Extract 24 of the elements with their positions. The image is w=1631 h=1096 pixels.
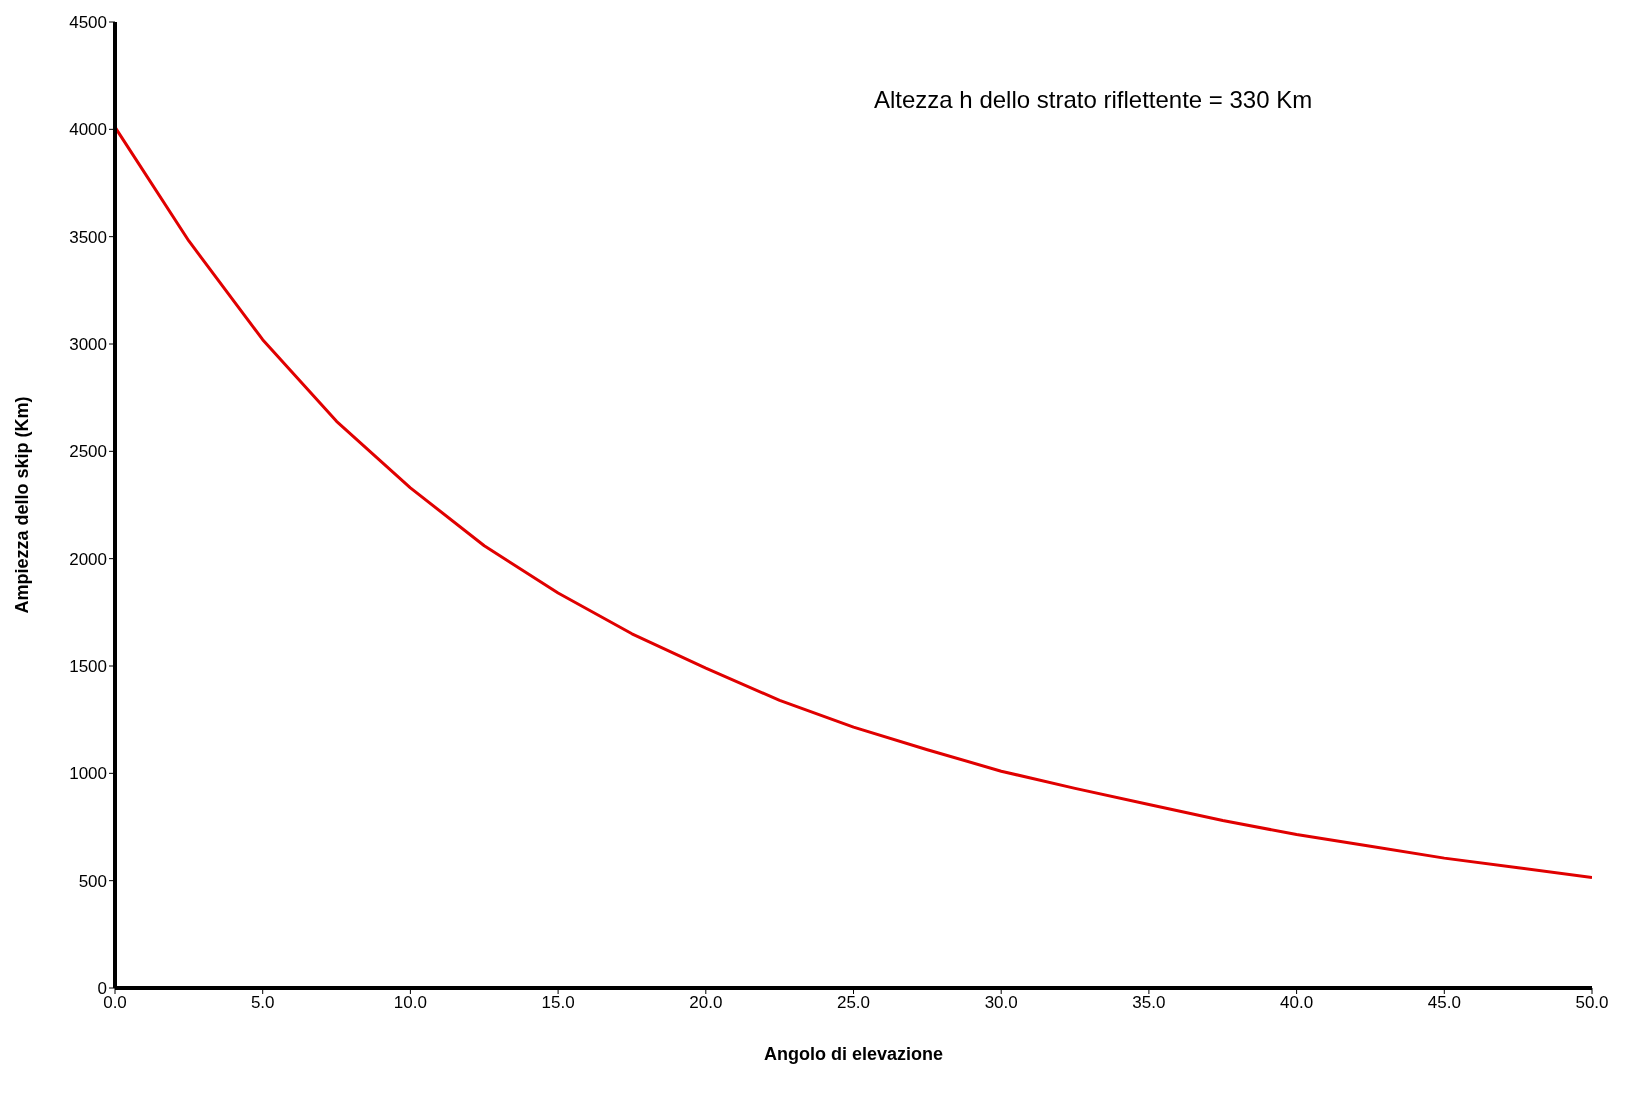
y-tick-label: 4000 xyxy=(69,120,107,140)
y-tick-label: 500 xyxy=(78,871,107,891)
x-tick-label: 15.0 xyxy=(541,993,575,1013)
y-tick-label: 1000 xyxy=(69,764,107,784)
x-tick-label: 20.0 xyxy=(689,993,723,1013)
y-tick-label: 2500 xyxy=(69,442,107,462)
x-tick-label: 25.0 xyxy=(836,993,871,1013)
annotation: Altezza h dello strato riflettente = 330 Km xyxy=(874,86,1313,114)
x-tick-label: 50.0 xyxy=(1575,993,1609,1013)
y-tick-label: 3000 xyxy=(69,335,107,355)
y-tick-label: 3500 xyxy=(69,227,107,247)
x-tick-label: 45.0 xyxy=(1427,993,1461,1013)
x-tick-label: 35.0 xyxy=(1132,993,1166,1013)
x-tick-label: 5.0 xyxy=(250,993,275,1013)
x-axis-title: Angolo di elevazione xyxy=(763,1044,944,1064)
y-tick-label: 1500 xyxy=(69,657,107,677)
x-tick-label: 40.0 xyxy=(1280,993,1314,1013)
x-tick-label: 10.0 xyxy=(393,993,427,1013)
y-tick-label: 2000 xyxy=(69,549,107,569)
line-series xyxy=(115,125,1592,879)
x-tick-label: 30.0 xyxy=(984,993,1018,1013)
y-axis-title: Ampiezza dello skip (Km) xyxy=(12,396,33,614)
y-tick-label: 4500 xyxy=(69,13,107,33)
x-tick-label: 0.0 xyxy=(103,993,127,1013)
